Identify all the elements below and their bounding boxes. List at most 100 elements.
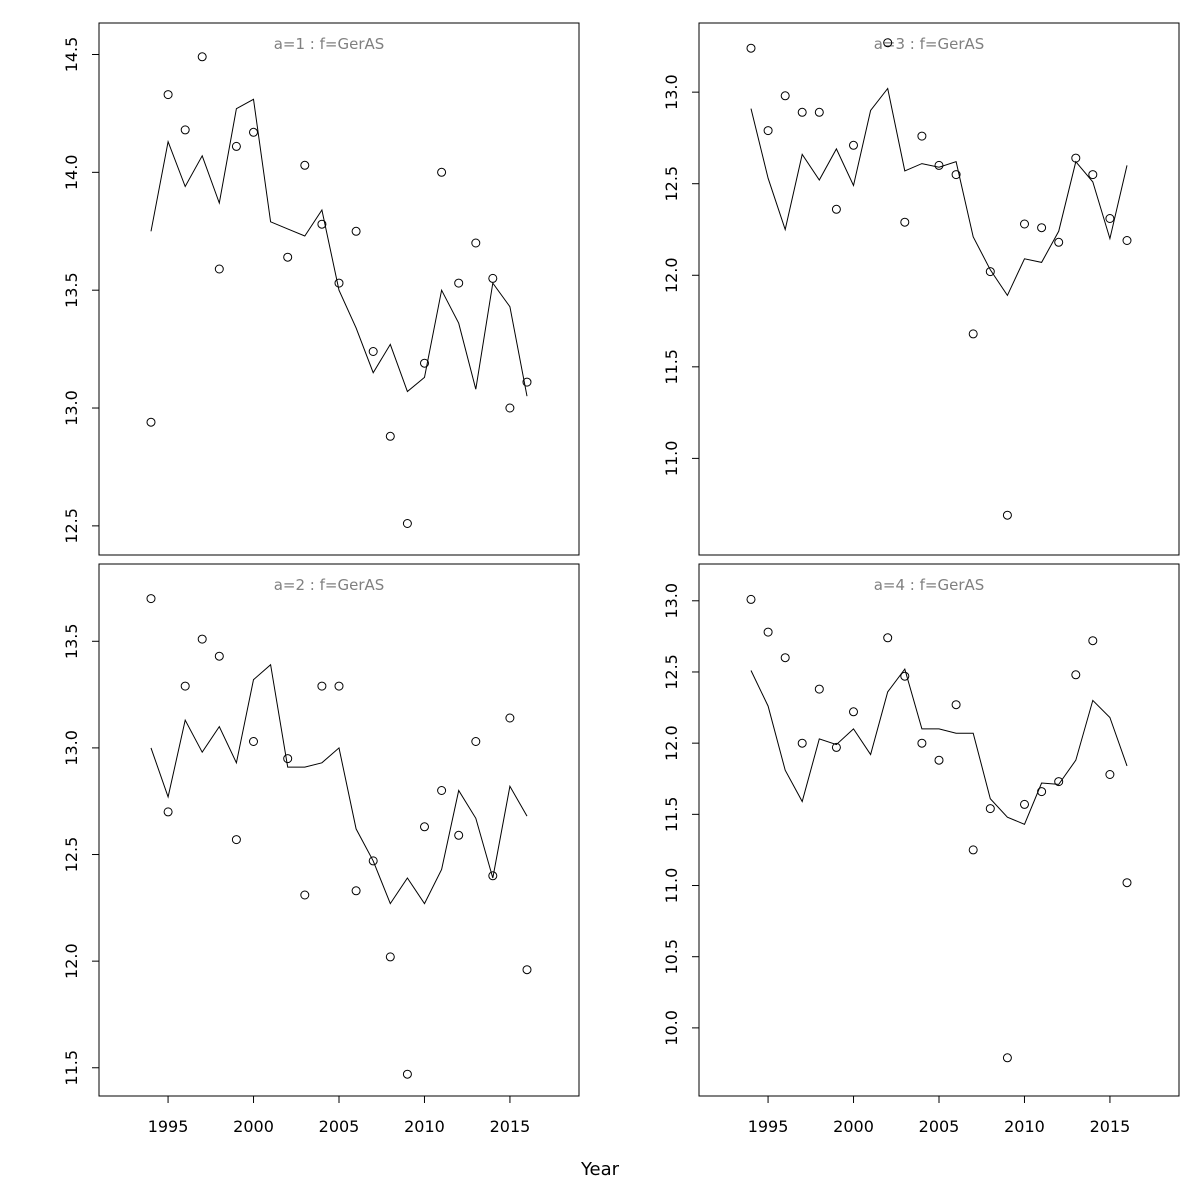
x-tick-label: 2000 <box>833 1117 874 1136</box>
observed-point <box>334 681 344 691</box>
observed-point <box>1105 214 1115 223</box>
fitted-line <box>750 87 1128 297</box>
observed-point <box>1037 223 1047 233</box>
panel-title: a=4 : f=GerAS <box>874 576 985 594</box>
y-tick-label: 13.0 <box>662 74 681 110</box>
observed-point <box>522 377 532 387</box>
y-tick-label: 12.5 <box>662 166 681 202</box>
y-tick-label: 14.0 <box>62 155 81 191</box>
observed-point <box>522 965 532 975</box>
observed-point <box>420 358 429 368</box>
observed-point <box>505 713 515 723</box>
observed-point <box>1002 510 1012 520</box>
fitted-line <box>750 667 1128 825</box>
observed-point <box>883 38 893 48</box>
y-tick-label: 13.5 <box>62 623 81 659</box>
observed-point <box>334 278 344 288</box>
observed-point <box>1020 219 1029 229</box>
observed-point <box>420 822 429 832</box>
observed-point <box>471 238 481 248</box>
observed-point <box>1105 770 1115 779</box>
observed-point <box>917 131 927 141</box>
x-tick-label: 2010 <box>404 1117 445 1136</box>
y-tick-label: 10.0 <box>662 1010 681 1046</box>
y-tick-label: 11.5 <box>62 1050 81 1086</box>
observed-point <box>214 264 224 274</box>
y-tick-label: 12.0 <box>662 725 681 761</box>
observed-point <box>283 252 293 262</box>
observed-point <box>402 1069 412 1079</box>
observed-point <box>968 845 978 855</box>
panel-title: a=2 : f=GerAS <box>274 576 385 594</box>
plot-frame <box>698 22 1180 556</box>
observed-point <box>763 627 773 637</box>
observed-point <box>831 742 841 752</box>
observed-point <box>1122 236 1132 245</box>
observed-point <box>214 651 224 661</box>
y-tick-label: 12.0 <box>662 257 681 293</box>
x-tick-label: 2010 <box>1004 1117 1045 1136</box>
observed-point <box>351 226 361 236</box>
observed-point <box>231 835 241 845</box>
observed-point <box>797 738 807 748</box>
observed-point <box>951 700 961 710</box>
observed-point <box>951 170 961 180</box>
observed-point <box>849 707 858 717</box>
observed-point <box>780 653 790 663</box>
observed-point <box>283 754 293 764</box>
observed-point <box>249 127 258 137</box>
observed-point <box>163 90 173 100</box>
y-tick-label: 11.5 <box>662 349 681 385</box>
observed-point <box>197 634 207 644</box>
observed-point <box>385 952 395 962</box>
fitted-line <box>150 663 528 905</box>
panels: a=1 : f=GerAS 12.5 13.0 13.5 14.0 14.5 a=3 : f… <box>62 22 1180 1136</box>
x-tick-label: 2005 <box>319 1117 360 1136</box>
observed-point <box>146 594 156 604</box>
y-tick-label: 12.0 <box>62 943 81 979</box>
observed-point <box>385 431 395 441</box>
panel-3: a=2 : f=GerAS 11.5 12.0 12.5 13.0 13.5 1995 200… <box>62 563 580 1136</box>
x-tick-label: 1995 <box>748 1117 789 1136</box>
observed-point <box>1002 1053 1012 1063</box>
x-tick-label: 2005 <box>919 1117 960 1136</box>
observed-point <box>197 52 207 62</box>
observed-point <box>1071 670 1081 680</box>
observed-point <box>402 519 412 528</box>
x-tick-label: 2015 <box>1090 1117 1131 1136</box>
observed-point <box>763 126 773 136</box>
panel-title: a=3 : f=GerAS <box>874 35 985 53</box>
observed-point <box>300 160 310 170</box>
observed-point <box>985 804 995 814</box>
y-tick-label: 11.5 <box>662 797 681 833</box>
observed-point <box>985 267 995 277</box>
observed-point <box>505 403 515 413</box>
observed-point <box>831 204 841 214</box>
x-tick-label: 2015 <box>490 1117 531 1136</box>
panel-2: a=3 : f=GerAS 11.0 11.5 12.0 12.5 13.0 <box>662 22 1180 556</box>
observed-point <box>437 786 447 795</box>
observed-point <box>180 681 190 691</box>
y-tick-label: 12.5 <box>62 837 81 873</box>
panel-1: a=1 : f=GerAS 12.5 13.0 13.5 14.0 14.5 <box>62 22 580 556</box>
observed-point <box>368 347 378 356</box>
y-tick-label: 13.5 <box>62 272 81 308</box>
y-tick-label: 11.0 <box>662 868 681 904</box>
panel-4: a=4 : f=GerAS 10.0 10.5 11.0 11.5 12.0 12.5 13.… <box>662 563 1180 1136</box>
observed-point <box>437 167 447 177</box>
observed-point <box>454 278 464 288</box>
observed-point <box>780 91 790 101</box>
y-tick-label: 13.0 <box>62 730 81 766</box>
y-tick-label: 10.5 <box>662 939 681 975</box>
y-tick-label: 12.5 <box>662 654 681 690</box>
observed-point <box>917 738 927 748</box>
observed-point <box>1088 170 1098 180</box>
observed-point <box>814 107 824 117</box>
plot-frame <box>98 22 580 556</box>
observed-point <box>900 217 910 227</box>
observed-point <box>814 684 824 694</box>
y-tick-label: 14.5 <box>62 37 81 73</box>
x-tick-label: 2000 <box>233 1117 274 1136</box>
observed-point <box>300 890 310 900</box>
